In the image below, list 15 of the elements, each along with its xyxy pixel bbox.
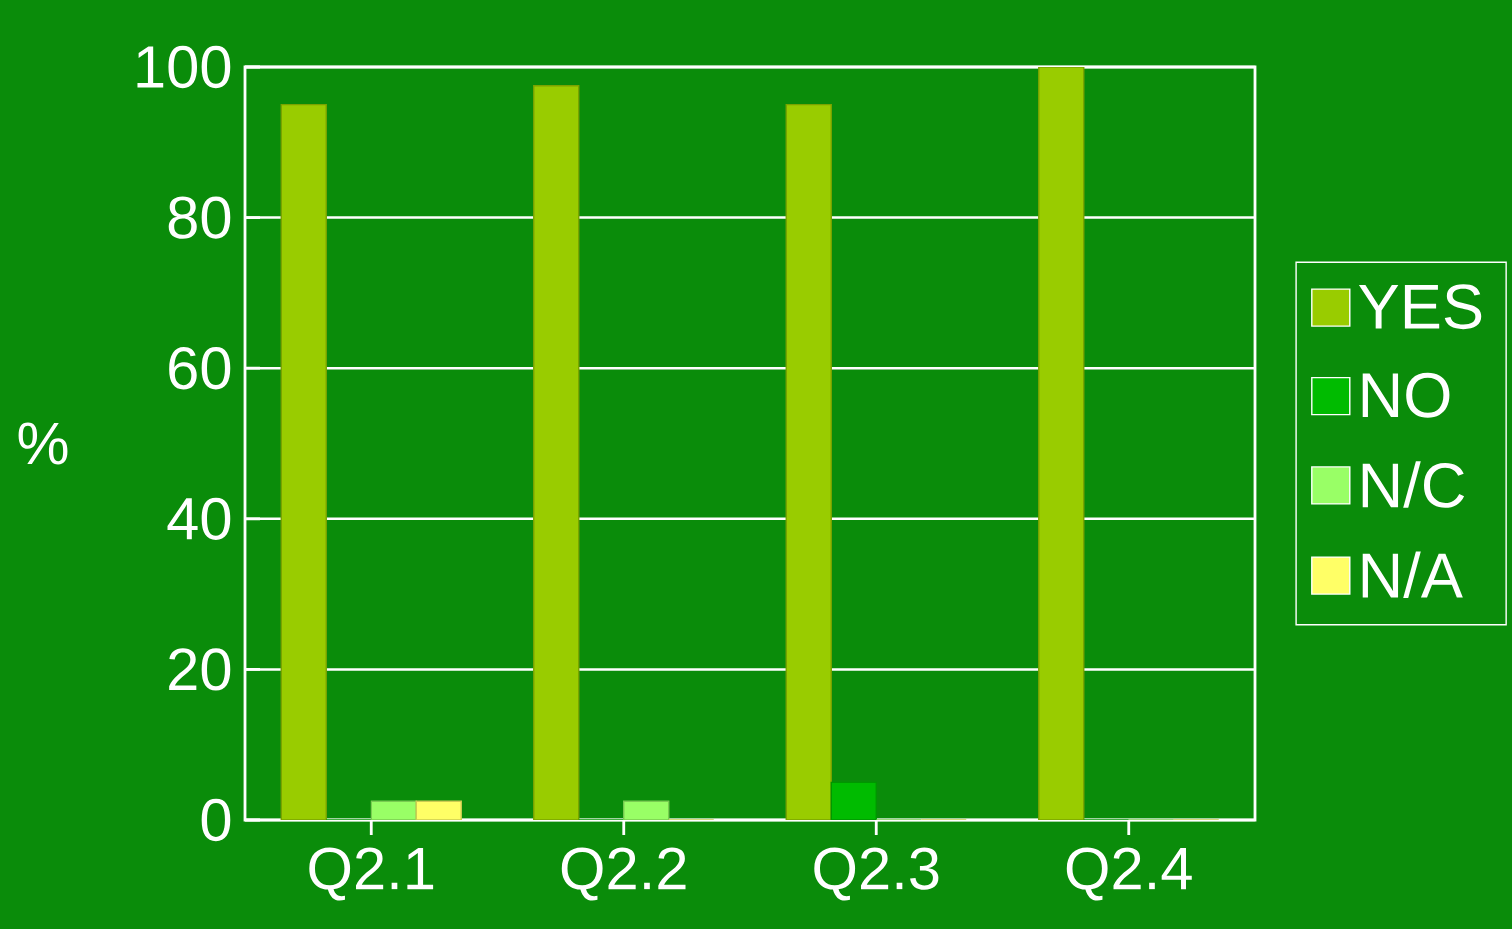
y-tick-label: 80 <box>168 196 231 239</box>
x-tick-label: Q2.1 <box>309 847 434 901</box>
y-tick-label: 60 <box>169 347 231 390</box>
x-tick-label: Q2.4 <box>1066 847 1192 901</box>
x-tick-label: Q2.2 <box>561 847 686 901</box>
x-tick-label: Q2.3 <box>814 847 939 901</box>
y-axis-title: % <box>18 422 68 465</box>
legend-label: N/A <box>1362 551 1463 598</box>
y-tick-label: 0 <box>201 798 231 842</box>
y-tick-label: 40 <box>167 497 231 540</box>
legend-label: NO <box>1362 372 1450 418</box>
legend-label: N/C <box>1362 461 1465 508</box>
y-tick-label: 20 <box>169 648 231 691</box>
legend-label: YES <box>1358 284 1482 330</box>
y-tick-label: 100 <box>137 45 231 89</box>
